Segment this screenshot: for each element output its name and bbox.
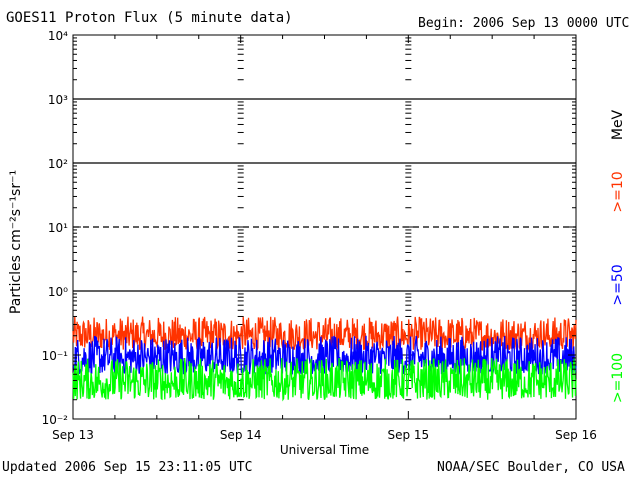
x-tick-label: Sep 16 bbox=[555, 428, 597, 442]
y-tick-label: 10⁻¹ bbox=[42, 349, 69, 363]
legend-unit: MeV bbox=[610, 109, 626, 140]
y-tick-label: 10⁴ bbox=[48, 29, 68, 43]
x-tick-label: Sep 15 bbox=[387, 428, 429, 442]
x-axis-label: Universal Time bbox=[280, 443, 369, 457]
updated-time: Updated 2006 Sep 15 23:11:05 UTC bbox=[2, 460, 253, 475]
y-axis-label: Particles cm⁻²s⁻¹sr⁻¹ bbox=[8, 170, 24, 314]
legend-entry: >=10 bbox=[610, 171, 626, 212]
y-tick-label: 10³ bbox=[48, 93, 68, 107]
chart-title: GOES11 Proton Flux (5 minute data) bbox=[6, 10, 293, 26]
series-line bbox=[72, 335, 577, 376]
y-tick-label: 10¹ bbox=[48, 221, 68, 235]
x-tick-label: Sep 13 bbox=[52, 428, 94, 442]
series-line bbox=[72, 357, 577, 402]
x-tick-label: Sep 14 bbox=[220, 428, 262, 442]
y-tick-label: 10⁰ bbox=[48, 285, 68, 299]
legend-entry: >=50 bbox=[610, 264, 626, 305]
axis-labels: 10⁻² 10⁻¹ 10⁰ 10¹ 10² 10³ 10⁴ Sep 13 Sep 14 Sep 1… bbox=[8, 29, 626, 457]
y-tick-label: 10⁻² bbox=[42, 413, 69, 427]
legend-entry: >=100 bbox=[610, 353, 626, 403]
credit-label: NOAA/SEC Boulder, CO USA bbox=[437, 460, 625, 475]
begin-time: Begin: 2006 Sep 13 0000 UTC bbox=[418, 16, 630, 31]
series-layer bbox=[72, 316, 577, 402]
y-tick-label: 10² bbox=[48, 157, 68, 171]
reference-lines bbox=[73, 98, 576, 292]
axes bbox=[72, 34, 577, 420]
